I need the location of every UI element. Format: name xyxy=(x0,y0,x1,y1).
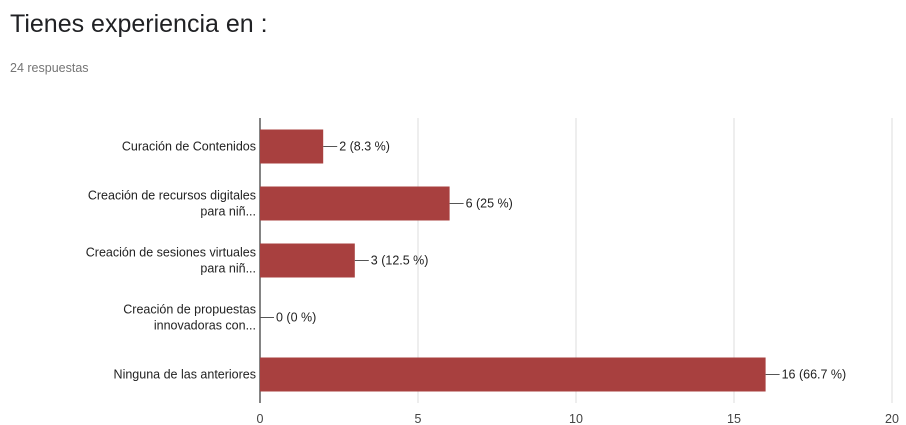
x-tick-label: 20 xyxy=(885,412,899,425)
bar xyxy=(260,129,324,164)
response-count: 24 respuestas xyxy=(10,61,89,75)
category-label: Creación de recursos digitales para niñ..… xyxy=(88,189,256,219)
category-label: Ninguna de las anteriores xyxy=(114,368,256,382)
bar xyxy=(260,243,355,278)
bar xyxy=(260,357,766,392)
data-label: 16 (66.7 %) xyxy=(782,368,847,382)
x-tick-label: 5 xyxy=(415,412,422,425)
category-label: Curación de Contenidos xyxy=(122,140,256,154)
chart-title: Tienes experiencia en : xyxy=(10,10,268,38)
x-tick-label: 0 xyxy=(257,412,264,425)
category-label: Creación de sesiones virtuales para niñ..… xyxy=(86,246,256,276)
x-tick-label: 15 xyxy=(727,412,741,425)
data-label: 6 (25 %) xyxy=(466,197,513,211)
data-label: 0 (0 %) xyxy=(276,311,316,325)
category-label: Creación de propuestas innovadoras con... xyxy=(123,303,256,333)
data-label: 2 (8.3 %) xyxy=(339,140,390,154)
data-label: 3 (12.5 %) xyxy=(371,254,429,268)
bar xyxy=(260,186,450,221)
x-tick-label: 10 xyxy=(569,412,583,425)
